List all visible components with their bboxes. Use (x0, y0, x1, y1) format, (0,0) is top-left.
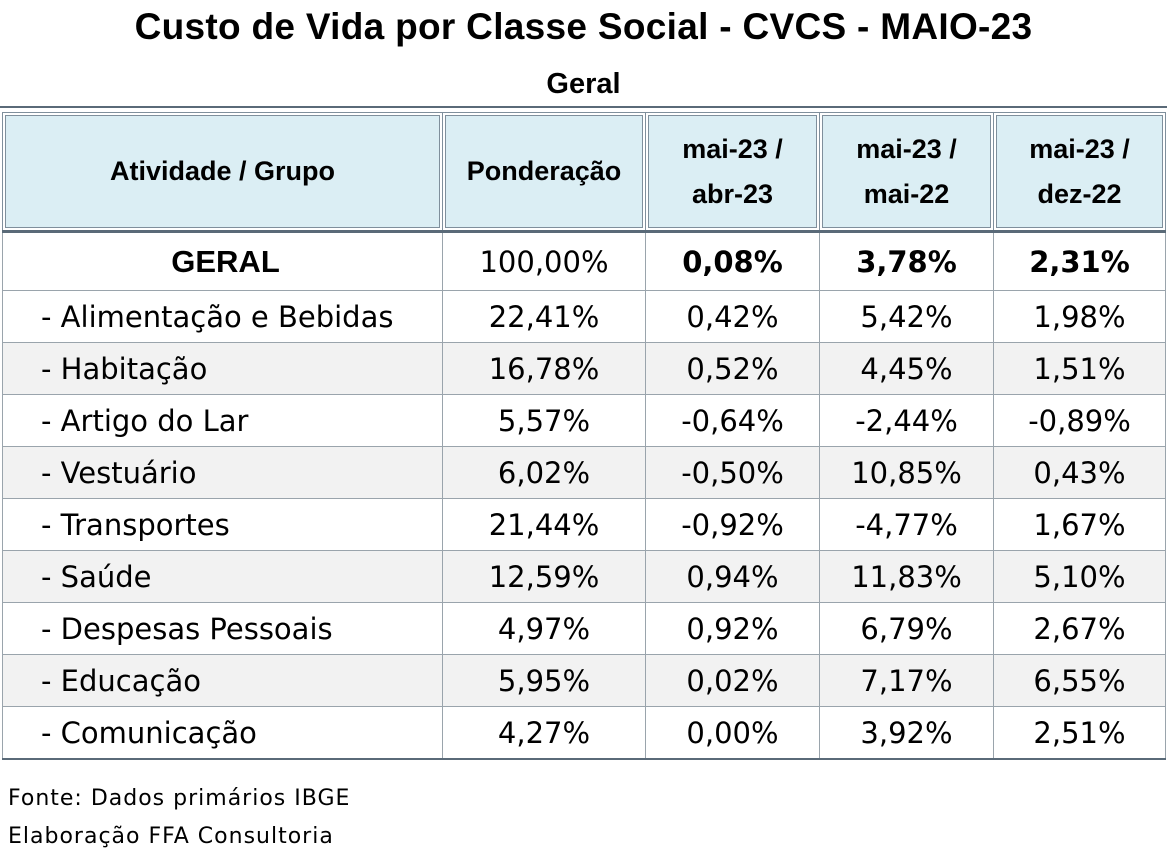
row-label-geral: GERAL (171, 243, 280, 279)
table-row: - Habitação 16,78% 0,52% 4,45% 1,51% (2, 342, 1166, 395)
cell-year-to-date: 1,51% (993, 342, 1166, 395)
cell-12-months: 3,92% (819, 706, 994, 760)
cell-month: -0,92% (645, 498, 820, 551)
header-atividade-grupo: Atividade / Grupo (2, 112, 443, 232)
header-label-line2: abr-23 (691, 178, 774, 209)
cell-ponderacao: 4,27% (442, 706, 646, 760)
cell-ponderacao: 4,97% (442, 602, 646, 655)
header-month-vs-december: mai-23 / dez-22 (993, 112, 1166, 232)
cell-month: 0,94% (645, 550, 820, 603)
cell-month: 0,42% (645, 290, 820, 343)
table-row: - Vestuário 6,02% -0,50% 10,85% 0,43% (2, 446, 1166, 499)
cell-ponderacao: 16,78% (442, 342, 646, 395)
cell-label: - Transportes (2, 498, 443, 551)
header-label-line1: mai-23 / (856, 133, 957, 164)
cell-month: 0,02% (645, 654, 820, 707)
table-row-geral: GERAL 100,00% 0,08% 3,78% 2,31% (2, 230, 1166, 291)
cell-12-months: -4,77% (819, 498, 994, 551)
header-ponderacao: Ponderação (442, 112, 646, 232)
footer-source: Fonte: Dados primários IBGE (8, 786, 351, 811)
cell-month: -0,50% (645, 446, 820, 499)
cell-year-to-date: 0,43% (993, 446, 1166, 499)
table-row: - Educação 5,95% 0,02% 7,17% 6,55% (2, 654, 1166, 707)
cell-year-to-date: 2,31% (993, 230, 1166, 291)
cell-12-months: -2,44% (819, 394, 994, 447)
cell-label: - Comunicação (2, 706, 443, 760)
header-month-vs-prev-month: mai-23 / abr-23 (645, 112, 820, 232)
header-label-line2: mai-22 (863, 178, 950, 209)
cell-12-months: 11,83% (819, 550, 994, 603)
cell-label: - Educação (2, 654, 443, 707)
table-row: - Alimentação e Bebidas 22,41% 0,42% 5,4… (2, 290, 1166, 343)
header-label-line1: mai-23 / (682, 133, 783, 164)
cell-label: - Vestuário (2, 446, 443, 499)
header-label: Atividade / Grupo (109, 156, 336, 186)
table-header-row: Atividade / Grupo Ponderação mai-23 / ab… (2, 112, 1166, 232)
cell-ponderacao: 100,00% (442, 230, 646, 291)
cell-month: 0,00% (645, 706, 820, 760)
cell-label: - Despesas Pessoais (2, 602, 443, 655)
cell-year-to-date: -0,89% (993, 394, 1166, 447)
divider (0, 106, 1167, 108)
table-row: - Saúde 12,59% 0,94% 11,83% 5,10% (2, 550, 1166, 603)
page-subtitle: Geral (546, 68, 621, 100)
page-title: Custo de Vida por Classe Social - CVCS -… (134, 6, 1033, 47)
cell-ponderacao: 22,41% (442, 290, 646, 343)
cell-year-to-date: 5,10% (993, 550, 1166, 603)
cell-label: - Habitação (2, 342, 443, 395)
header-label-line1: mai-23 / (1029, 133, 1130, 164)
cell-month: 0,08% (645, 230, 820, 291)
cell-12-months: 4,45% (819, 342, 994, 395)
cell-ponderacao: 6,02% (442, 446, 646, 499)
cell-ponderacao: 5,95% (442, 654, 646, 707)
cell-label: - Saúde (2, 550, 443, 603)
table-row: - Despesas Pessoais 4,97% 0,92% 6,79% 2,… (2, 602, 1166, 655)
cell-month: 0,92% (645, 602, 820, 655)
cell-label: GERAL (2, 230, 443, 291)
table-row: - Artigo do Lar 5,57% -0,64% -2,44% -0,8… (2, 394, 1166, 447)
cell-month: 0,52% (645, 342, 820, 395)
footer-credit: Elaboração FFA Consultoria (8, 824, 334, 849)
cell-year-to-date: 2,51% (993, 706, 1166, 760)
cell-year-to-date: 1,98% (993, 290, 1166, 343)
cell-12-months: 10,85% (819, 446, 994, 499)
cell-label: - Artigo do Lar (2, 394, 443, 447)
cell-12-months: 7,17% (819, 654, 994, 707)
cell-month: -0,64% (645, 394, 820, 447)
table-row: - Transportes 21,44% -0,92% -4,77% 1,67% (2, 498, 1166, 551)
cell-12-months: 6,79% (819, 602, 994, 655)
cell-ponderacao: 5,57% (442, 394, 646, 447)
header-label: Ponderação (466, 156, 622, 186)
header-month-vs-year-ago: mai-23 / mai-22 (819, 112, 994, 232)
cell-label: - Alimentação e Bebidas (2, 290, 443, 343)
header-label-line2: dez-22 (1037, 178, 1122, 209)
cell-12-months: 3,78% (819, 230, 994, 291)
cell-year-to-date: 1,67% (993, 498, 1166, 551)
table-row: - Comunicação 4,27% 0,00% 3,92% 2,51% (2, 706, 1166, 760)
cell-12-months: 5,42% (819, 290, 994, 343)
cell-year-to-date: 2,67% (993, 602, 1166, 655)
cell-ponderacao: 21,44% (442, 498, 646, 551)
cell-ponderacao: 12,59% (442, 550, 646, 603)
cvcs-table: Atividade / Grupo Ponderação mai-23 / ab… (2, 112, 1166, 760)
cell-year-to-date: 6,55% (993, 654, 1166, 707)
